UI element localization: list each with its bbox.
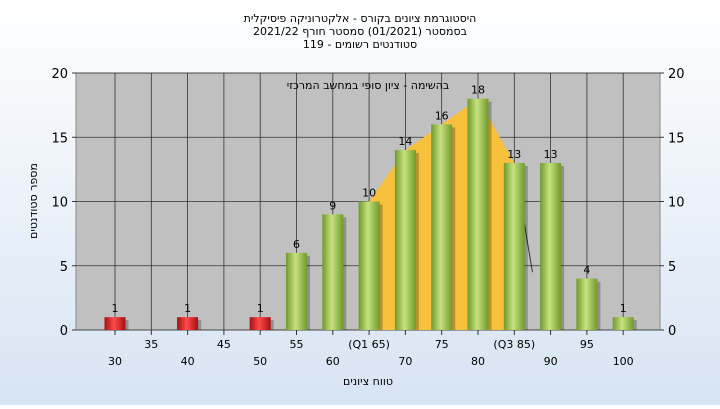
bar-value-label: 16 — [435, 109, 449, 122]
y-tick-label-left: 0 — [60, 324, 68, 339]
x-tick-label: 30 — [108, 355, 122, 368]
bar-value-label: 10 — [362, 187, 376, 200]
x-tick-label: 40 — [181, 355, 195, 368]
y-tick-label-right: 10 — [668, 196, 685, 211]
chart-title-line-1: היסטוגרמת ציונים בקורס - אלקטרוניקה פיסי… — [244, 12, 477, 25]
x-tick-label: 70 — [398, 355, 412, 368]
bar — [431, 124, 453, 331]
bar — [540, 162, 562, 330]
x-tick-label: 95 — [580, 338, 594, 351]
bar-value-label: 13 — [507, 148, 521, 161]
y-tick-label-right: 20 — [668, 67, 685, 82]
bar-value-label: 13 — [544, 148, 558, 161]
x-tick-label: 45 — [217, 338, 231, 351]
chart-title-line-2: בסמסטר (01/2021) סמסטר חורף 2021/22 — [253, 25, 467, 38]
x-tick-label: (Q3 85) — [493, 338, 535, 351]
bar — [612, 317, 634, 330]
bar-failing — [104, 317, 126, 330]
y-tick-label-right: 15 — [668, 131, 685, 146]
bar-value-label: 6 — [293, 238, 300, 251]
bar-failing — [249, 317, 271, 330]
x-tick-label: 55 — [290, 338, 304, 351]
bar — [394, 150, 416, 330]
x-tick-label: 90 — [544, 355, 558, 368]
y-tick-label-left: 10 — [51, 196, 68, 211]
bar-failing — [177, 317, 199, 330]
x-tick-label: (Q1 65) — [348, 338, 390, 351]
bars-layer — [104, 98, 637, 331]
y-tick-label-right: 5 — [668, 260, 676, 275]
bar-value-label: 14 — [398, 135, 412, 148]
bar-value-label: 1 — [112, 302, 119, 315]
y-tick-label-left: 20 — [51, 67, 68, 82]
y-tick-label-left: 5 — [60, 260, 68, 275]
bar-value-label: 1 — [184, 302, 191, 315]
y-tick-label-left: 15 — [51, 131, 68, 146]
bar-value-label: 9 — [329, 199, 336, 212]
x-tick-label: 60 — [326, 355, 340, 368]
bar-value-label: 4 — [583, 264, 590, 277]
x-tick-label: 80 — [471, 355, 485, 368]
bar — [286, 252, 307, 330]
bar-value-label: 1 — [620, 302, 627, 315]
chart-title-line-3: סטודנטים רשומים - 119 — [303, 38, 417, 51]
bar-value-label: 18 — [471, 84, 485, 97]
bar — [322, 214, 344, 330]
bar — [358, 201, 380, 330]
x-axis-label: טווח ציונים — [343, 375, 393, 388]
x-tick-label: 35 — [144, 338, 158, 351]
x-tick-label: 75 — [435, 338, 449, 351]
bar — [467, 98, 489, 330]
x-tick-label: 100 — [613, 355, 634, 368]
x-tick-label: 50 — [253, 355, 267, 368]
bar — [576, 278, 598, 330]
bar-value-label: 1 — [257, 302, 264, 315]
y-tick-label-right: 0 — [668, 324, 676, 339]
bar — [503, 162, 525, 330]
y-axis-label: מספר סטודנטים — [27, 163, 40, 239]
annotation-text: בהשימה - ציון סופי במחשב המרכזי — [287, 79, 449, 92]
